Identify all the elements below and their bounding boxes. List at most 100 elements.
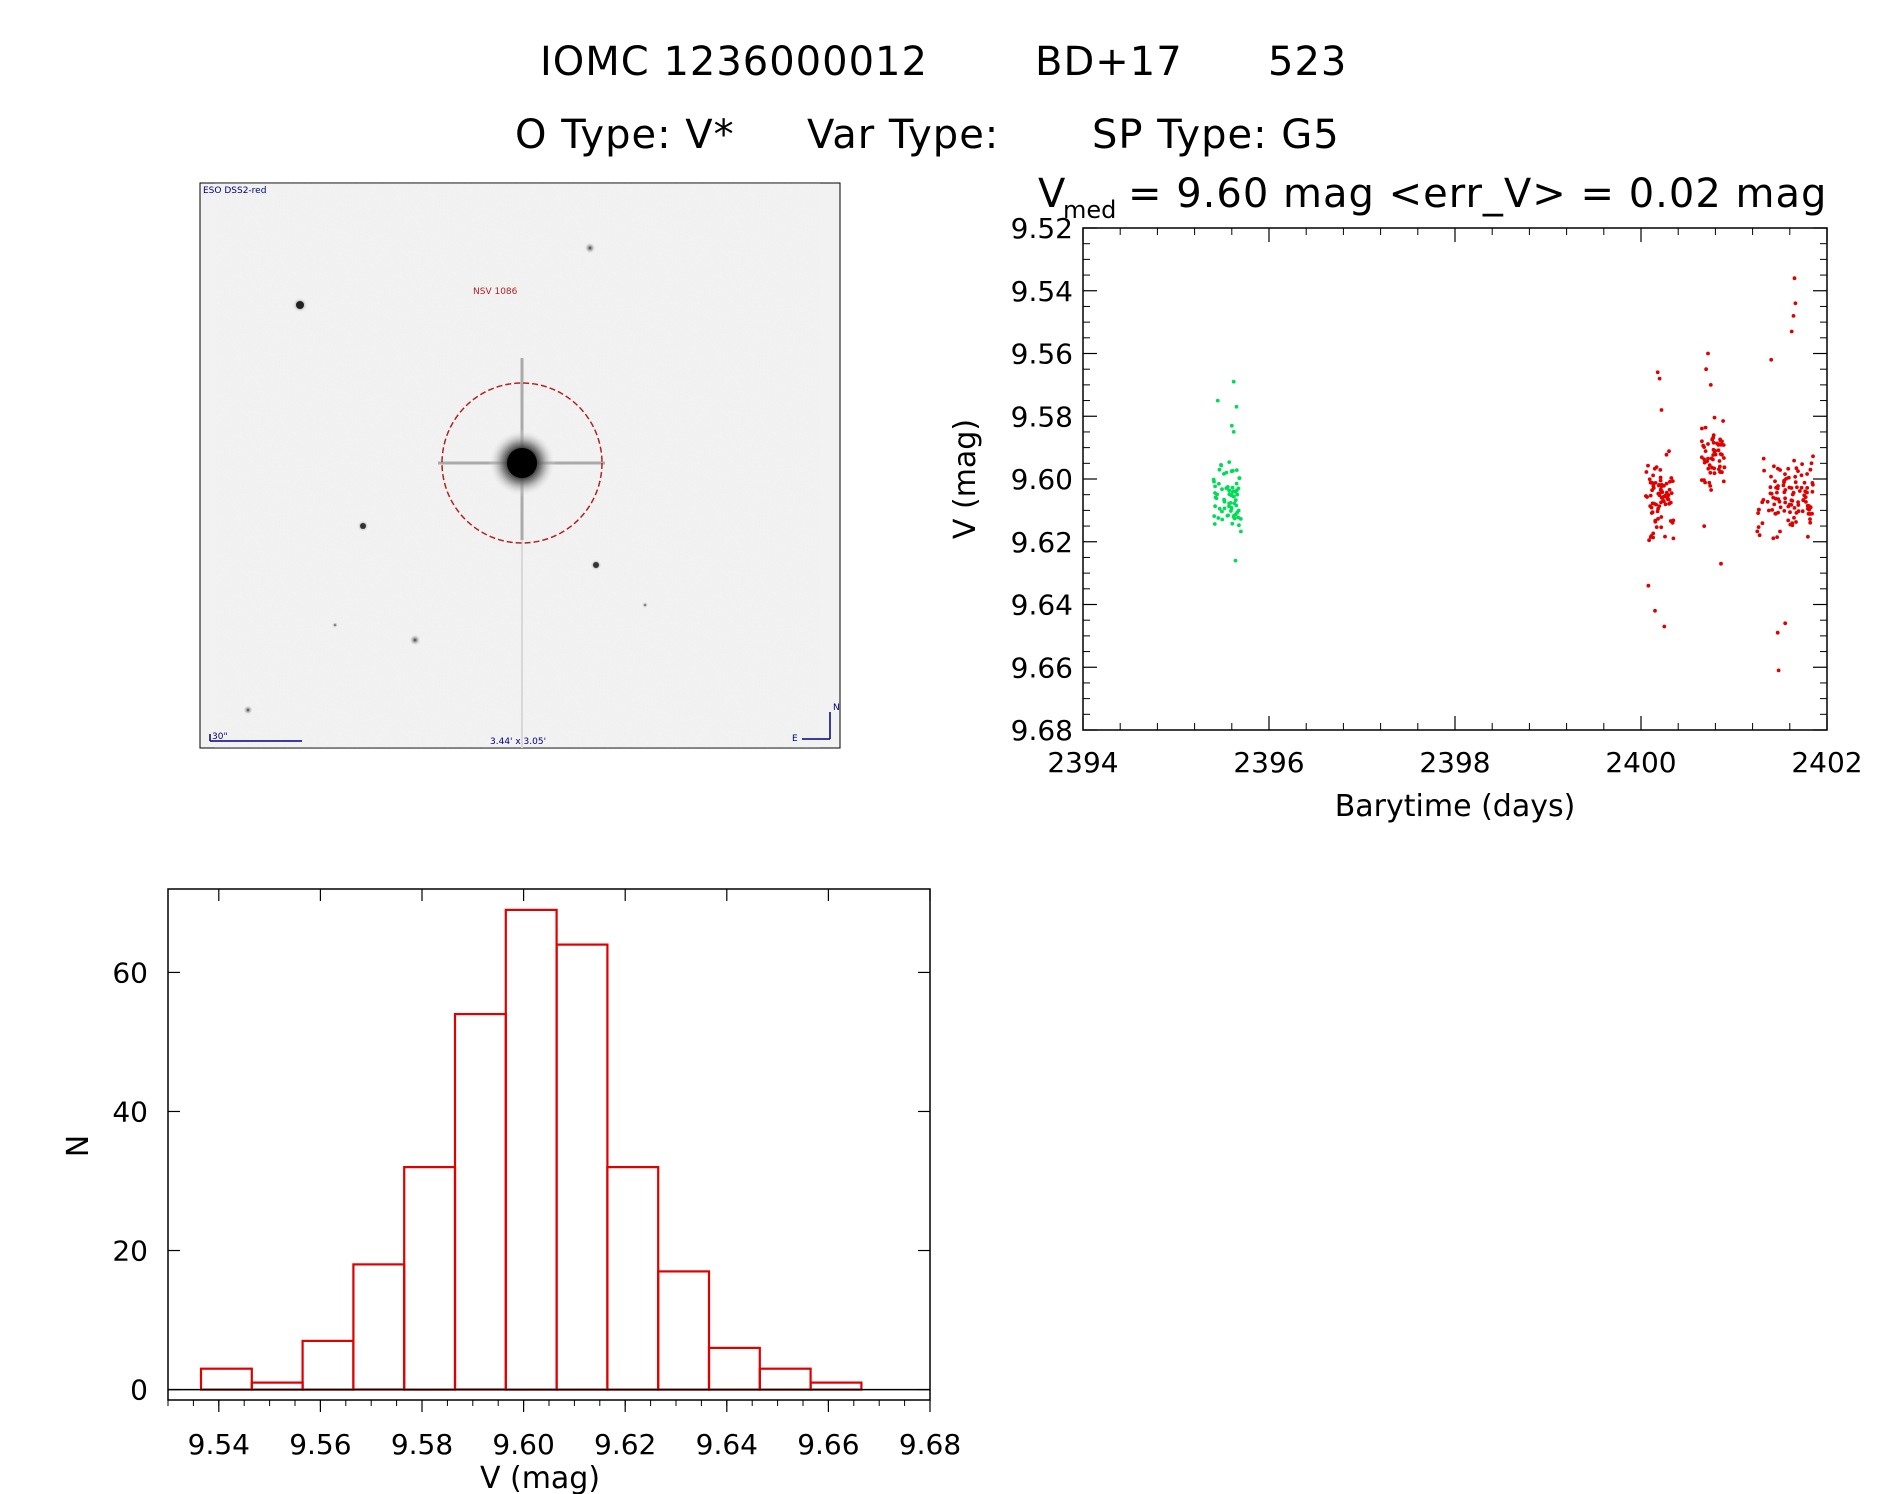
lc-point-red-2: [1708, 383, 1713, 387]
finder-fov-label: 3.44' x 3.05': [490, 737, 546, 747]
lc-point-red-3: [1796, 500, 1800, 505]
lc-y-tick-label: 9.54: [1011, 275, 1073, 308]
lc-point-red-3: [1783, 496, 1787, 501]
lc-point-red-1: [1668, 479, 1672, 484]
lc-point-red-2: [1702, 524, 1707, 528]
lc-x-tick-label: 2402: [1791, 746, 1862, 779]
lc-point-red-3: [1799, 485, 1804, 490]
lc-point-green: [1236, 508, 1241, 513]
lc-point-red-2: [1706, 442, 1710, 446]
lc-point-red-3: [1755, 529, 1760, 534]
lc-point-red-3: [1783, 500, 1788, 505]
lc-point-red-3: [1802, 493, 1807, 498]
lc-point-red-3: [1768, 485, 1773, 490]
lc-point-red-1: [1664, 452, 1669, 457]
lc-plot-frame: [1082, 227, 1828, 731]
lc-point-red-2: [1700, 426, 1704, 431]
compass-north-label: N: [833, 703, 840, 713]
lc-point-red-1: [1658, 478, 1663, 483]
lc-point-red-1: [1649, 511, 1654, 515]
lc-point-red-1: [1658, 468, 1663, 472]
lc-point-red-2: [1700, 439, 1704, 444]
lc-point-red-3: [1792, 506, 1797, 510]
lc-point-red-2: [1713, 449, 1718, 453]
lc-point-red-1: [1646, 583, 1651, 588]
lc-point-red-3: [1775, 630, 1780, 635]
lc-point-green: [1212, 479, 1216, 484]
lc-point-red-1: [1655, 509, 1660, 514]
lc-point-red-1: [1663, 493, 1668, 498]
lc-point-red-1: [1647, 538, 1651, 543]
lc-point-red-3: [1781, 483, 1786, 488]
lc-point-red-3: [1767, 508, 1771, 513]
lc-point-red-3: [1800, 509, 1805, 514]
lc-point-green: [1216, 516, 1221, 520]
lc-point-green: [1230, 485, 1235, 490]
lc-point-red-3: [1805, 472, 1809, 476]
lc-point-red-1: [1656, 517, 1660, 521]
lc-point-red-2: [1710, 465, 1714, 470]
lc-point-red-3: [1792, 276, 1797, 281]
lc-point-red-1: [1648, 480, 1653, 485]
lc-point-red-3: [1794, 520, 1798, 524]
compass-east-label: E: [792, 734, 798, 744]
lc-point-red-2: [1707, 480, 1712, 485]
field-star-core: [360, 523, 366, 529]
lc-point-red-1: [1660, 490, 1665, 495]
lc-point-red-1: [1657, 376, 1662, 381]
lc-point-green: [1239, 529, 1243, 534]
lc-point-red-1: [1671, 536, 1676, 541]
lc-point-red-3: [1808, 517, 1812, 521]
lc-point-red-3: [1804, 500, 1808, 504]
lc-point-red-2: [1712, 415, 1717, 420]
lc-point-red-1: [1658, 475, 1663, 480]
lc-point-red-1: [1651, 484, 1656, 488]
lc-point-red-1: [1657, 483, 1661, 488]
lc-y-tick-label: 9.56: [1011, 338, 1073, 371]
lc-point-red-2: [1721, 443, 1726, 447]
lc-point-red-1: [1667, 487, 1672, 492]
lc-point-red-3: [1777, 499, 1782, 504]
lc-point-red-3: [1775, 535, 1779, 539]
field-star-core: [296, 301, 304, 309]
lc-ticks: 2394 2396 2398 2400 2402 9.52 9.54 9.56 9.58 9.60…: [1011, 212, 1863, 779]
lc-point-red-3: [1762, 468, 1766, 473]
lc-point-green: [1234, 468, 1239, 472]
lc-point-red-1: [1653, 481, 1658, 485]
lc-point-red-1: [1667, 449, 1671, 454]
lc-point-red-3: [1771, 536, 1776, 541]
lc-point-red-2: [1712, 471, 1717, 476]
lc-point-green: [1220, 517, 1225, 522]
lc-point-red-2: [1706, 466, 1711, 471]
finder-target-label: NSV 1086: [473, 287, 518, 297]
header-spectral-type: SP Type: G5: [1092, 112, 1340, 158]
lc-point-red-3: [1793, 480, 1798, 485]
lc-point-red-3: [1793, 301, 1798, 306]
lc-point-red-3: [1806, 534, 1810, 539]
lc-point-green: [1224, 470, 1229, 475]
lc-point-green: [1228, 501, 1233, 505]
lc-point-green: [1212, 522, 1217, 526]
lc-point-green: [1234, 404, 1239, 409]
header-variable-type: Var Type:: [807, 112, 999, 158]
hist-x-tick-label: 9.56: [289, 1428, 351, 1461]
lc-point-red-1: [1669, 491, 1674, 495]
lc-point-red-2: [1719, 561, 1723, 566]
lc-point-red-3: [1797, 489, 1802, 493]
lc-point-green: [1222, 498, 1227, 503]
finder-chart: ESO DSS2-red NSV 1086 30" 3.44' x 3.05' …: [199, 182, 841, 749]
hist-y-axis-label: N: [61, 1135, 96, 1157]
lc-point-red-1: [1656, 491, 1661, 496]
hist-plot-frame: [167, 888, 931, 1401]
lc-point-green: [1214, 496, 1219, 501]
lc-point-red-1: [1654, 465, 1659, 469]
lc-point-red-2: [1722, 465, 1727, 470]
lc-point-red-3: [1756, 525, 1761, 529]
lc-point-red-1: [1646, 463, 1650, 468]
lc-y-tick-label: 9.64: [1011, 589, 1073, 622]
lc-point-red-3: [1776, 466, 1780, 471]
lc-point-red-2: [1703, 449, 1708, 453]
field-star: [243, 705, 253, 715]
lc-point-red-3: [1756, 511, 1760, 515]
lc-point-green: [1230, 521, 1235, 526]
